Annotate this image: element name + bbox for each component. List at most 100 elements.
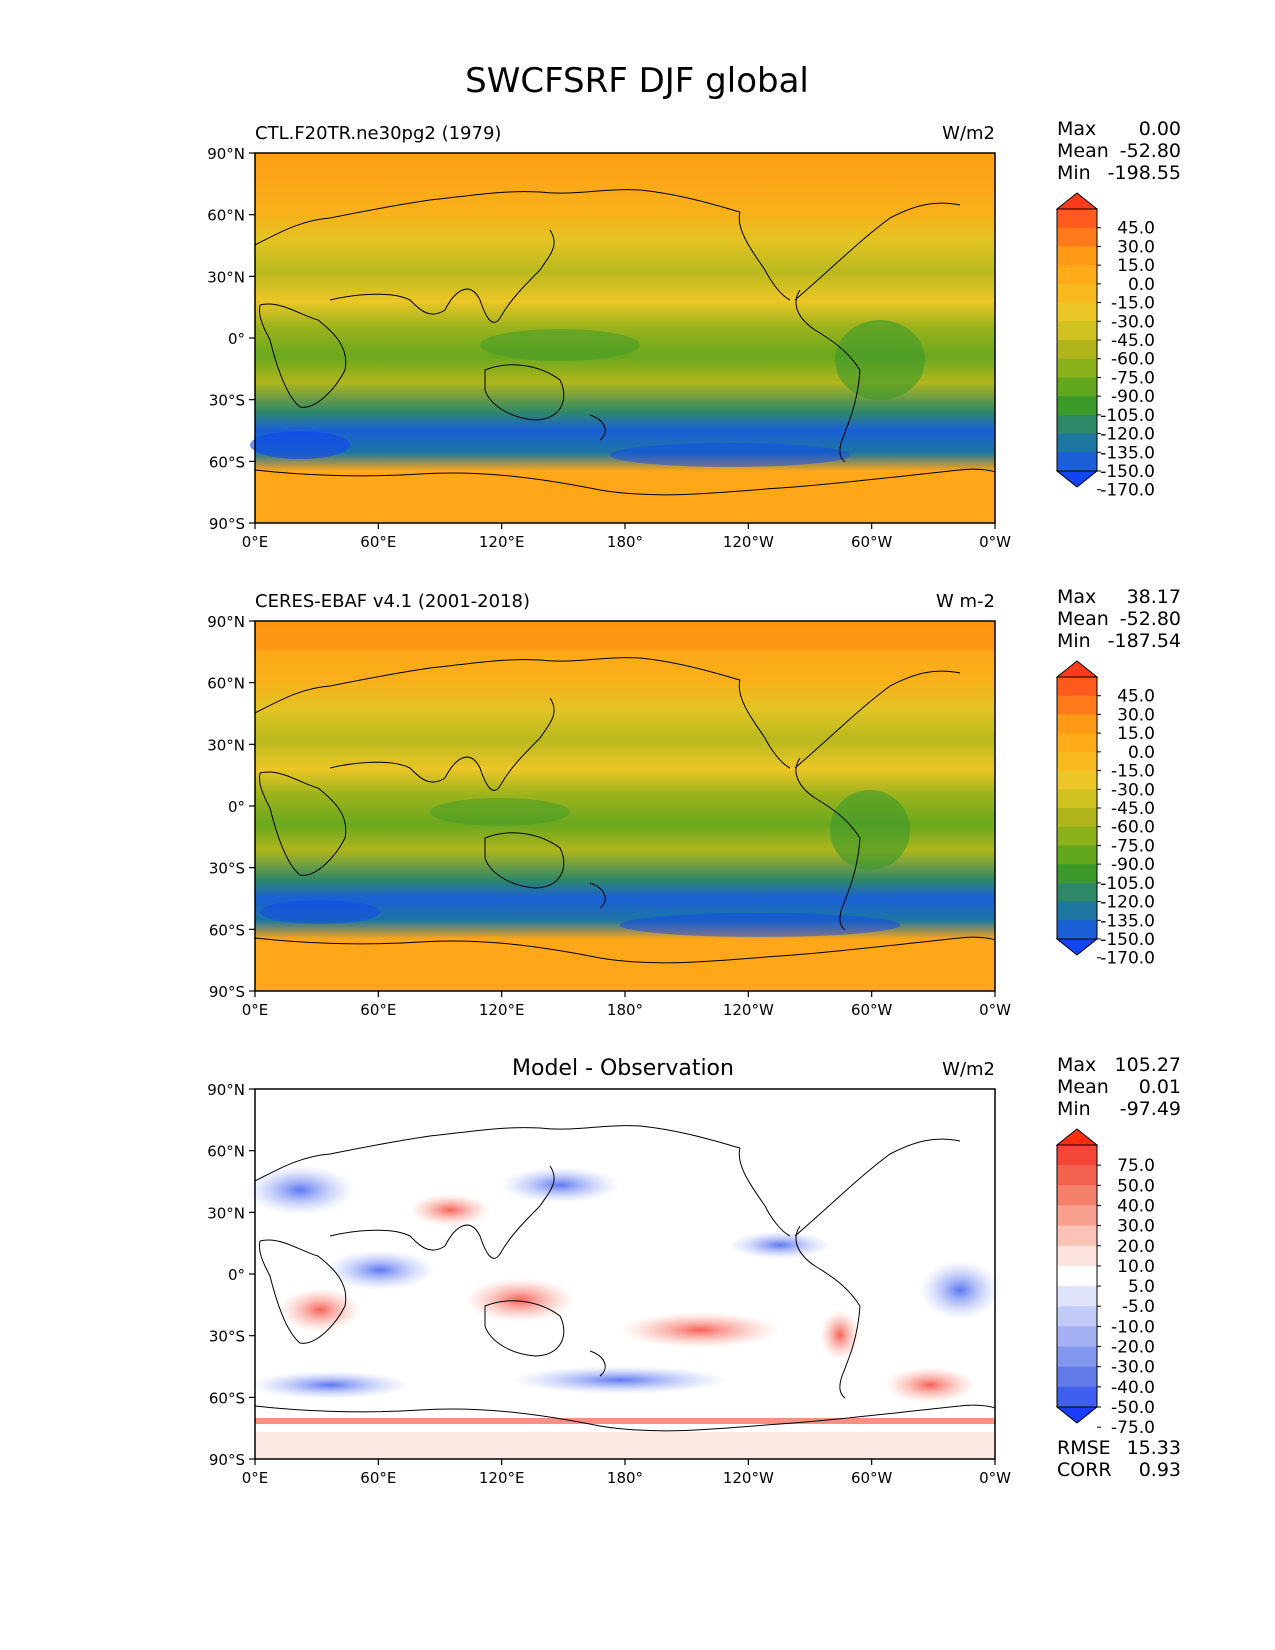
stats-box: Max 38.17 Mean -52.80 Min -187.54 (1057, 586, 1181, 652)
panel-obs: CERES-EBAF v4.1 (2001-2018) W m-2 90°N 60… (207, 586, 1181, 1019)
map-field (255, 621, 995, 991)
colorbar: 45.030.015.00.0-15.0-30.0-45.0-60.0-75.0… (1055, 660, 1155, 969)
colorbar-segment (1057, 396, 1097, 416)
stat-value-mean: -52.80 (1120, 140, 1181, 162)
colorbar-tick-label: 30.0 (1117, 1217, 1155, 1237)
panel-left-label: CERES-EBAF v4.1 (2001-2018) (255, 591, 530, 612)
lat-tick-label: 0° (228, 798, 245, 816)
stat-label-mean: Mean (1057, 140, 1109, 162)
colorbar-tick-label: -30.0 (1111, 1358, 1155, 1378)
colorbar: 75.050.040.030.020.010.05.0-5.0-10.0-20.… (1055, 1128, 1155, 1438)
panel-diff: Model - Observation W/m2 (207, 1054, 1181, 1487)
colorbar-tick-label: -30.0 (1111, 780, 1155, 800)
colorbar-tick-label: 40.0 (1117, 1196, 1155, 1216)
lon-tick-label: 180° (607, 1001, 643, 1019)
colorbar-segment (1057, 1386, 1097, 1408)
colorbar-tick-label: -30.0 (1111, 312, 1155, 332)
colorbar-segment (1057, 920, 1097, 940)
stat-label-min: Min (1057, 162, 1091, 184)
map-field (245, 1089, 1000, 1459)
stat-value-max: 0.00 (1139, 118, 1181, 140)
lon-tick-label: 180° (607, 1469, 643, 1487)
colorbar-tick-label: -170.0 (1100, 481, 1155, 501)
colorbar-tick-label: -45.0 (1111, 799, 1155, 819)
lon-tick-label: 60°W (851, 1469, 893, 1487)
colorbar-tick-label: -150.0 (1100, 930, 1155, 950)
lon-tick-label: 60°W (851, 533, 893, 551)
stat-label-min: Min (1057, 1098, 1091, 1120)
stat-label-min: Min (1057, 630, 1091, 652)
colorbar-tick-label: -90.0 (1111, 855, 1155, 875)
lon-tick-label: 120°E (479, 1469, 525, 1487)
figure-title: SWCFSRF DJF global (465, 61, 809, 101)
colorbar-segment (1057, 864, 1097, 884)
colorbar-tick-label: 0.0 (1128, 743, 1155, 763)
colorbar-tick-label: -20.0 (1111, 1338, 1155, 1358)
colorbar-tick-label: 5.0 (1128, 1277, 1155, 1297)
coastlines (254, 189, 996, 496)
colorbar-segment (1057, 733, 1097, 753)
colorbar-tick-label: 15.0 (1117, 724, 1155, 744)
lon-tick-label: 0°W (979, 533, 1011, 551)
stat-value-mean: -52.80 (1120, 608, 1181, 630)
colorbar-tick-label: -10.0 (1111, 1317, 1155, 1337)
lon-tick-label: 120°W (723, 1001, 774, 1019)
lat-tick-label: 60°S (209, 1389, 245, 1407)
lon-tick-label: 0°W (979, 1469, 1011, 1487)
colorbar-tick-label: -60.0 (1111, 818, 1155, 838)
colorbar-tick-label: 45.0 (1117, 219, 1155, 239)
colorbar-tick-label: -150.0 (1100, 462, 1155, 482)
colorbar-segment (1057, 340, 1097, 360)
stat-label-max: Max (1057, 118, 1096, 140)
colorbar-tick-label: 10.0 (1117, 1257, 1155, 1277)
stat-label-max: Max (1057, 1054, 1096, 1076)
colorbar-segment (1057, 377, 1097, 397)
colorbar-tick-label: 30.0 (1117, 705, 1155, 725)
colorbar-tick-label: 30.0 (1117, 237, 1155, 257)
colorbar-tick-label: -135.0 (1100, 443, 1155, 463)
colorbar-tick-label: 15.0 (1117, 256, 1155, 276)
lon-tick-label: 120°W (723, 533, 774, 551)
stat-value-rmse: 15.33 (1127, 1437, 1181, 1459)
colorbar-tick-label: 0.0 (1128, 275, 1155, 295)
coastlines (254, 657, 996, 964)
lon-tick-label: 0°E (242, 533, 269, 551)
colorbar-segment (1057, 1306, 1097, 1327)
colorbar-segment (1057, 1326, 1097, 1348)
lat-tick-label: 60°S (209, 453, 245, 471)
lat-tick-label: 90°N (207, 145, 245, 163)
stat-value-max: 38.17 (1127, 586, 1181, 608)
colorbar-tick-label: -50.0 (1111, 1398, 1155, 1418)
lat-tick-label: 30°S (209, 860, 245, 878)
lon-tick-label: 60°E (360, 533, 396, 551)
stat-label-max: Max (1057, 586, 1096, 608)
colorbar-segment (1057, 1286, 1097, 1307)
colorbar-segment (1057, 414, 1097, 435)
lat-tick-label: 90°S (209, 515, 245, 533)
lon-tick-label: 60°E (360, 1001, 396, 1019)
colorbar-tick-label: -45.0 (1111, 331, 1155, 351)
colorbar-segment (1057, 302, 1097, 322)
colorbar-segment (1057, 227, 1097, 247)
stat-value-min: -187.54 (1108, 630, 1181, 652)
lat-tick-label: 30°N (207, 1204, 245, 1222)
lat-tick-label: 30°N (207, 268, 245, 286)
colorbar-segment (1057, 882, 1097, 903)
colorbar-extend-top (1055, 192, 1099, 210)
colorbar-tick-label: 75.0 (1117, 1156, 1155, 1176)
colorbar-segment (1057, 845, 1097, 865)
lat-tick-label: 30°N (207, 736, 245, 754)
coastlines (254, 1125, 996, 1432)
colorbar-tick-label: -40.0 (1111, 1378, 1155, 1398)
colorbar-extend-bottom (1055, 938, 1099, 956)
colorbar-segment (1057, 1366, 1097, 1388)
panel-left-label: CTL.F20TR.ne30pg2 (1979) (255, 123, 501, 144)
lat-tick-label: 0° (228, 1266, 245, 1284)
stat-value-min: -97.49 (1120, 1098, 1181, 1120)
colorbar-extend-bottom (1055, 1406, 1099, 1424)
stat-label-rmse: RMSE (1057, 1437, 1111, 1459)
lat-tick-label: 30°S (209, 392, 245, 410)
lat-tick-label: 90°S (209, 983, 245, 1001)
extra-stats: RMSE 15.33 CORR 0.93 (1057, 1437, 1181, 1481)
